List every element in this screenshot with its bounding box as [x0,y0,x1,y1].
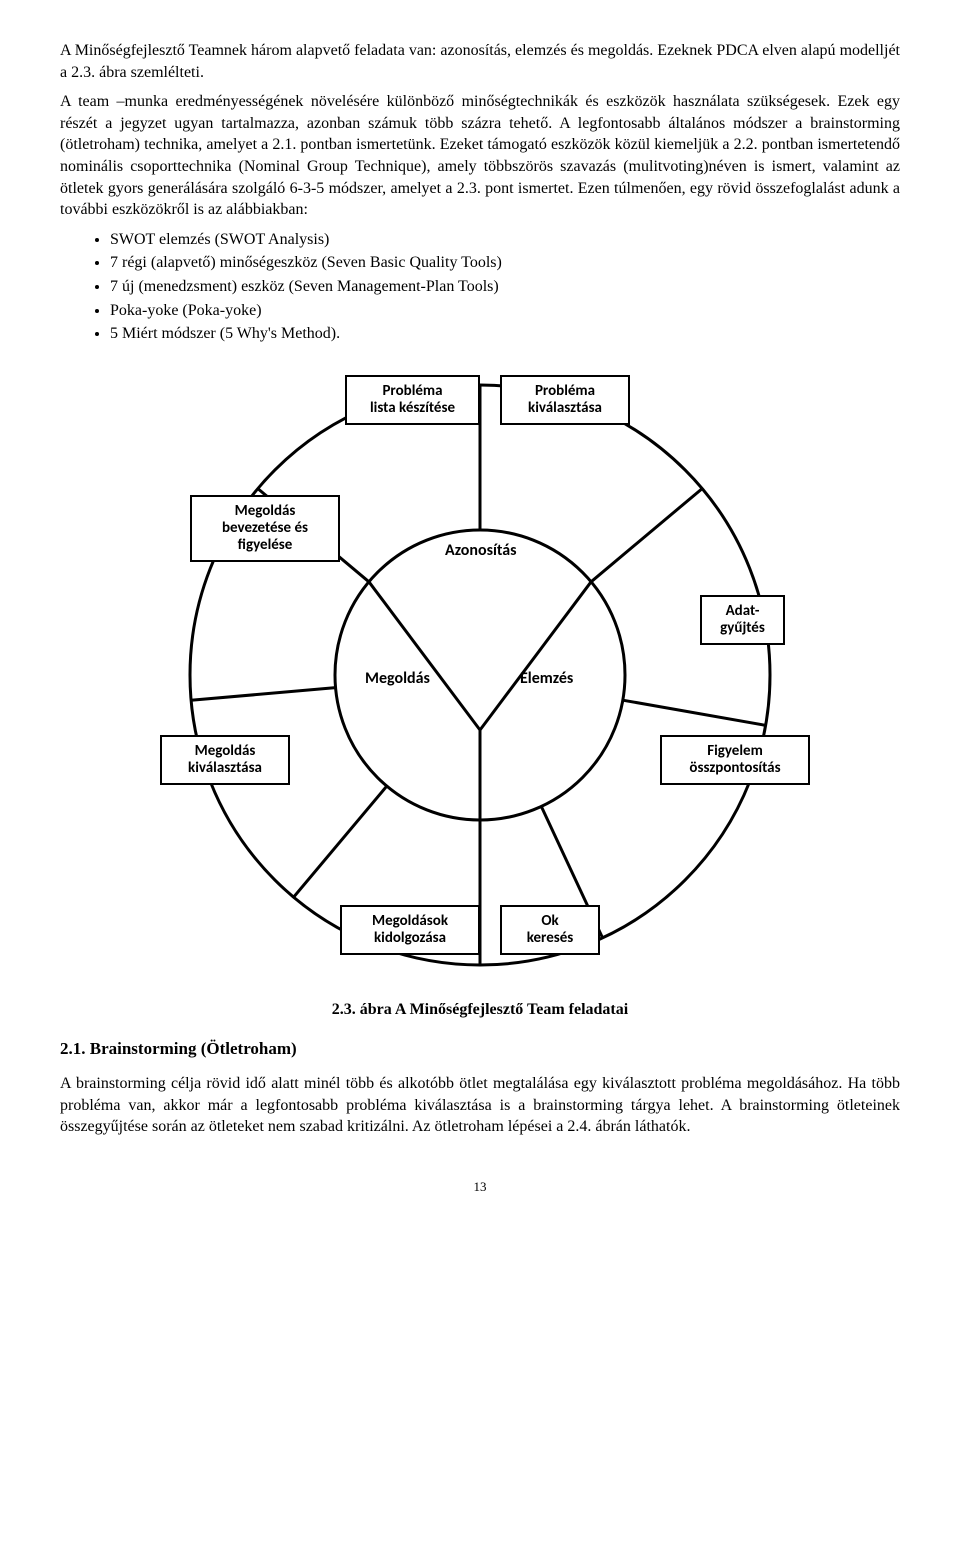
diagram-box: Problémalista készítése [345,375,480,426]
section-heading: 2.1. Brainstorming (Ötletroham) [60,1038,900,1061]
diagram-box: Megoldásbevezetése ésfigyelése [190,495,340,563]
list-item: 7 új (menedzsment) eszköz (Seven Managem… [110,276,900,298]
list-item: Poka-yoke (Poka-yoke) [110,300,900,322]
diagram-box: Okkeresés [500,905,600,956]
paragraph-tools: A team –munka eredményességének növelésé… [60,91,900,221]
svg-text:Azonosítás: Azonosítás [445,541,517,560]
diagram-box: Problémakiválasztása [500,375,630,426]
paragraph-brainstorming: A brainstorming célja rövid idő alatt mi… [60,1073,900,1138]
diagram-container: Megoldás Elemzés Azonosítás Problémalista k… [60,365,900,985]
diagram-box: Figyelemösszpontosítás [660,735,810,786]
diagram-box: Adat-gyűjtés [700,595,785,646]
diagram-box: Megoldáskiválasztása [160,735,290,786]
pdca-diagram: Megoldás Elemzés Azonosítás Problémalista k… [170,365,790,985]
page-number: 13 [60,1178,900,1196]
bullet-list: SWOT elemzés (SWOT Analysis) 7 régi (ala… [60,229,900,345]
diagram-box: Megoldásokkidolgozása [340,905,480,956]
paragraph-intro: A Minőségfejlesztő Teamnek három alapvet… [60,40,900,83]
figure-caption: 2.3. ábra A Minőségfejlesztő Team felada… [60,999,900,1021]
svg-text:Elemzés: Elemzés [520,669,573,688]
list-item: 7 régi (alapvető) minőségeszköz (Seven B… [110,252,900,274]
list-item: SWOT elemzés (SWOT Analysis) [110,229,900,251]
svg-text:Megoldás: Megoldás [365,669,430,688]
list-item: 5 Miért módszer (5 Why's Method). [110,323,900,345]
